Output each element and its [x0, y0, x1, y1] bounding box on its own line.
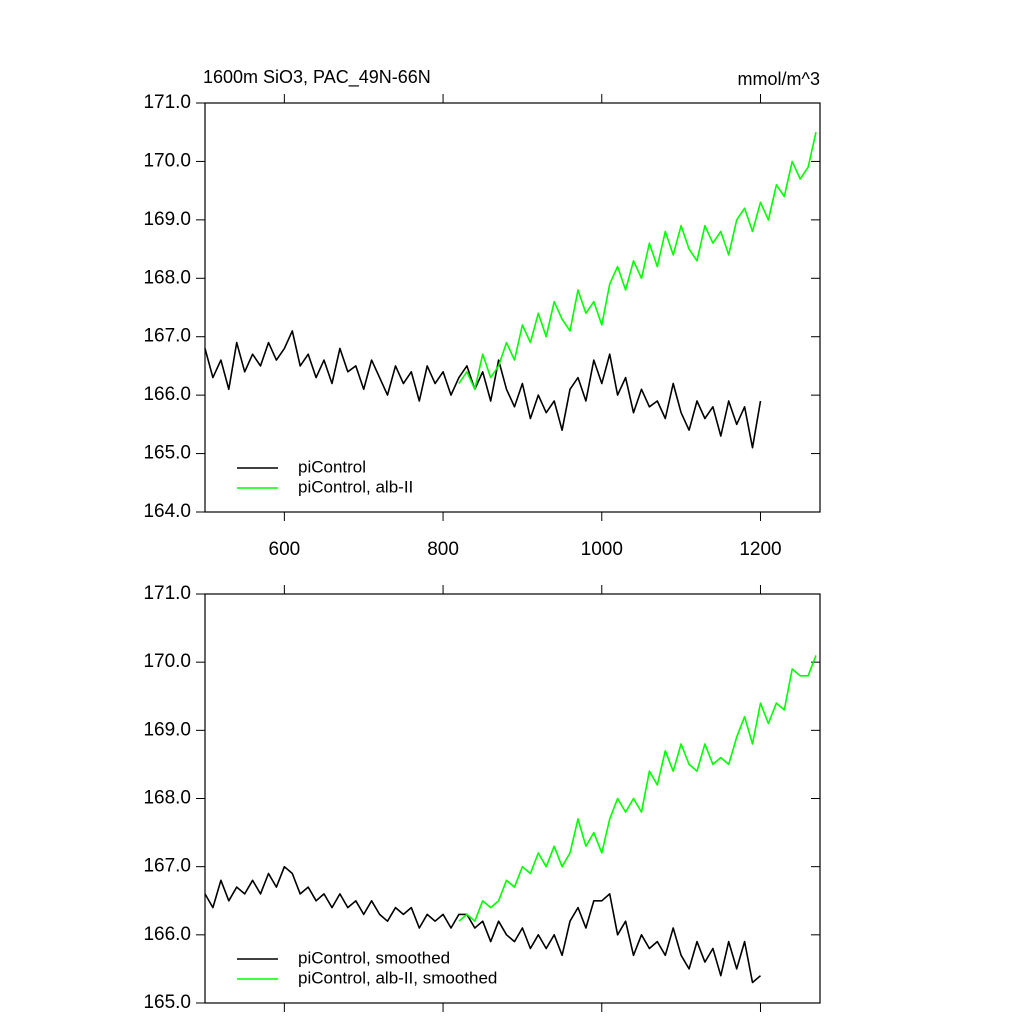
y-tick-label: 170.0 — [143, 651, 191, 672]
y-tick-label: 166.0 — [143, 924, 191, 945]
y-tick-label: 171.0 — [143, 92, 191, 113]
y-tick-label: 171.0 — [143, 583, 191, 604]
x-tick-label: 1000 — [581, 539, 623, 560]
y-tick-label: 164.0 — [143, 501, 191, 522]
legend-label: piControl, alb-II — [298, 477, 413, 496]
series-line — [204, 330, 762, 449]
series-line — [204, 865, 762, 984]
y-tick-label: 170.0 — [143, 150, 191, 171]
chart-title: 1600m SiO3, PAC_49N-66N — [203, 67, 431, 88]
y-tick-label: 169.0 — [143, 209, 191, 230]
series-line — [458, 655, 817, 922]
y-tick-label: 168.0 — [143, 788, 191, 809]
y-tick-label: 167.0 — [143, 856, 191, 877]
legend-label: piControl — [298, 457, 366, 476]
legend-label: piControl, smoothed — [298, 948, 450, 967]
x-tick-label: 600 — [269, 539, 301, 560]
y-tick-label: 166.0 — [143, 384, 191, 405]
y-tick-label: 169.0 — [143, 719, 191, 740]
legend-label: piControl, alb-II, smoothed — [298, 968, 497, 987]
y-tick-label: 168.0 — [143, 267, 191, 288]
units-label: mmol/m^3 — [738, 69, 820, 89]
x-tick-label: 800 — [427, 539, 459, 560]
y-tick-label: 167.0 — [143, 326, 191, 347]
plot-frame — [204, 593, 821, 1004]
series-line — [458, 132, 817, 391]
y-tick-label: 165.0 — [143, 992, 191, 1013]
plot-frame — [204, 102, 821, 513]
x-tick-label: 1200 — [739, 539, 781, 560]
y-tick-label: 165.0 — [143, 443, 191, 464]
